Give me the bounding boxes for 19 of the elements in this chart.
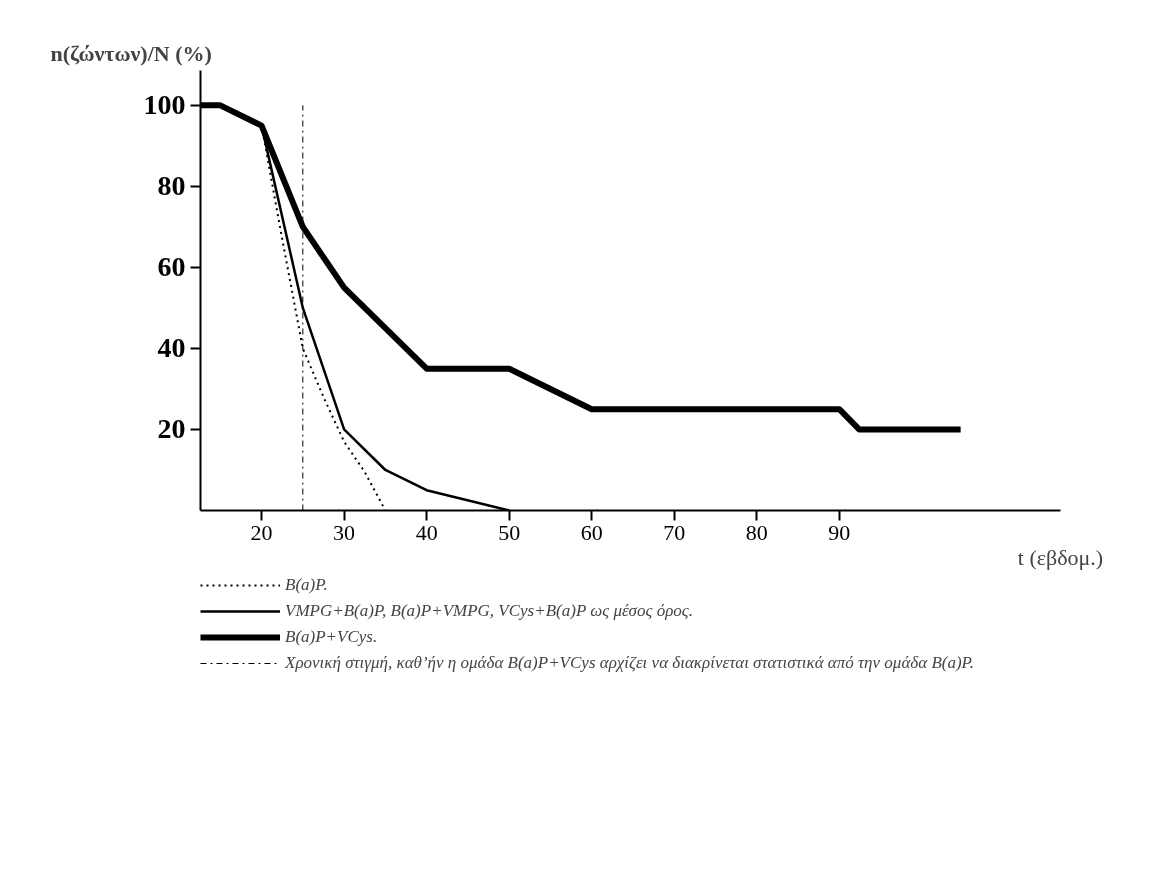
y-tick-label: 80 [157, 170, 186, 202]
x-tick-label: 20 [250, 519, 273, 545]
y-axis-title: n(ζώντων)/N (%) [50, 40, 212, 66]
legend-label: B(a)P. [285, 574, 328, 596]
x-tick-label: 70 [663, 519, 686, 545]
y-tick-label: 40 [157, 332, 186, 364]
legend-label: B(a)P+VCys. [285, 626, 378, 648]
legend-label: Χρονική στιγμή, καθ’ήν η ομάδα B(a)P+VCys αρχίζει να διακρίνεται στατιστικά από την ομάδα B(a)P. [285, 652, 975, 674]
x-tick-label: 60 [580, 519, 603, 545]
y-tick-label: 20 [157, 413, 186, 445]
x-tick-label: 90 [828, 519, 851, 545]
x-tick-label: 80 [745, 519, 768, 545]
y-tick-label: 100 [143, 89, 186, 121]
x-tick-label: 40 [415, 519, 438, 545]
x-tick-label: 50 [498, 519, 521, 545]
legend-label: VMPG+B(a)P, B(a)P+VMPG, VCys+B(a)P ως μέσος όρος. [285, 600, 693, 622]
y-tick-label: 60 [157, 251, 186, 283]
x-axis-title: t (εβδομ.) [1017, 544, 1104, 570]
x-tick-label: 30 [333, 519, 356, 545]
